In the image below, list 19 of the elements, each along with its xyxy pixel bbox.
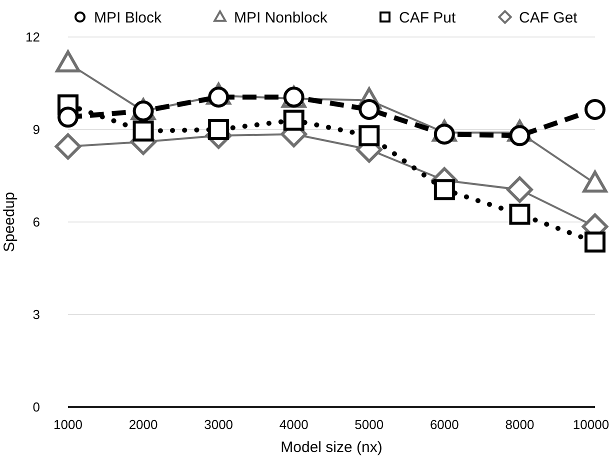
x-tick-label: 10000	[572, 417, 610, 432]
x-tick-label: 1000	[54, 417, 82, 432]
x-tick-label: 6000	[430, 417, 459, 432]
y-tick-label: 0	[32, 400, 40, 415]
x-tick-label: 5000	[354, 417, 384, 432]
legend-label: CAF Put	[399, 9, 457, 26]
y-tick-label: 6	[32, 214, 40, 230]
y-tick-label: 3	[32, 307, 40, 322]
x-tick-label: 3000	[204, 417, 234, 432]
legend-label: MPI Block	[94, 9, 162, 26]
x-tick-label: 4000	[279, 417, 308, 432]
legend-label: CAF Get	[519, 9, 578, 26]
y-tick-label: 9	[32, 122, 40, 138]
x-tick-label: 2000	[128, 417, 158, 432]
y-axis-title: Speedup	[1, 192, 18, 252]
x-axis-title: Model size (nx)	[280, 439, 382, 456]
x-tick-label: 8000	[505, 417, 534, 432]
legend-label: MPI Nonblock	[234, 9, 328, 26]
y-tick-label: 12	[26, 30, 40, 45]
